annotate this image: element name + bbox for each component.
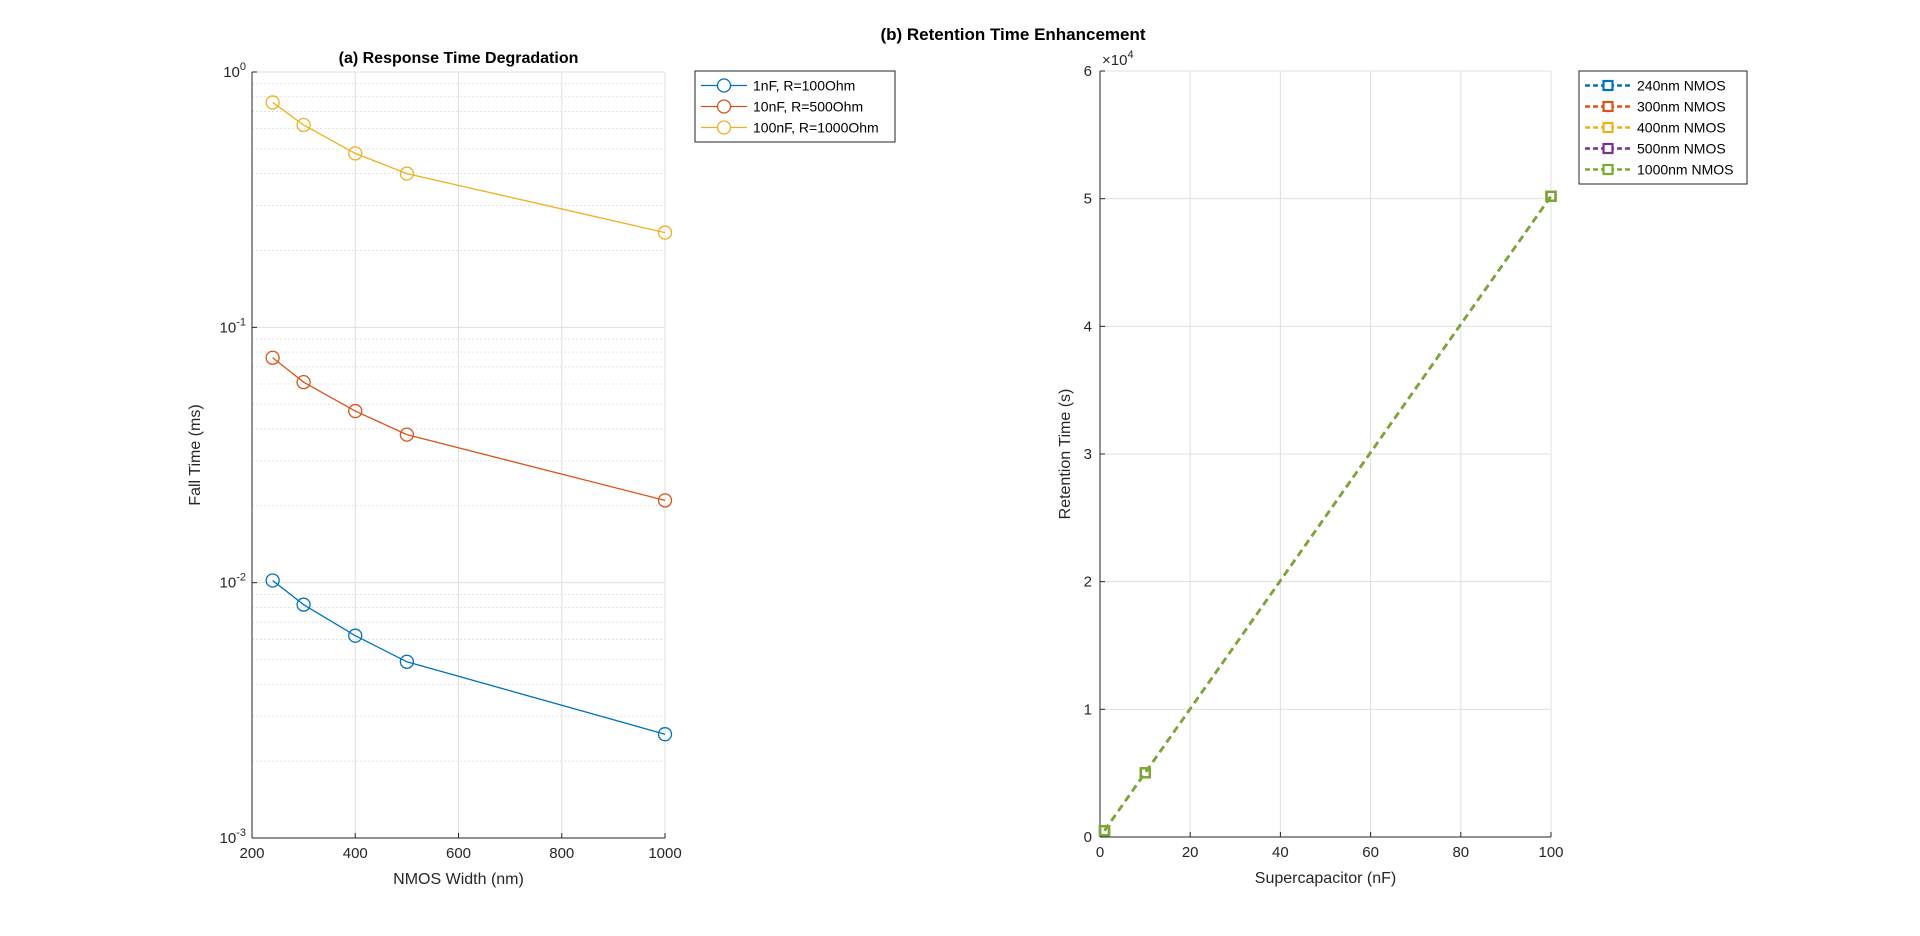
data-point: [399, 427, 415, 442]
data-point: [1139, 767, 1151, 779]
y-axis-label: Fall Time (ms): [187, 404, 204, 505]
series-line: [272, 579, 666, 735]
retention-time-chart: 0 20 40 60 80 100 0 1 2 3 4 5 6 ×104 Supercapacitor (n…: [1057, 49, 1748, 887]
y-tick-label: 100: [223, 61, 246, 81]
y-exponent-label: ×104: [1102, 49, 1134, 69]
x-tick-label: 40: [1272, 844, 1289, 861]
x-axis-label: Supercapacitor (nF): [1255, 870, 1396, 887]
x-tick-label: 400: [343, 845, 368, 862]
data-point: [657, 727, 673, 742]
legend-marker: [1602, 163, 1614, 176]
legend-marker: [1602, 142, 1614, 155]
x-tick-label: 200: [239, 845, 264, 862]
legend-entry-label: 500nm NMOS: [1637, 141, 1726, 157]
data-point: [657, 493, 673, 508]
series-line: [1103, 195, 1553, 832]
legend-marker: [716, 120, 732, 135]
x-tick-label: 600: [446, 845, 471, 862]
x-tick-label: 1000: [648, 845, 681, 862]
legend-marker: [1602, 79, 1614, 92]
y-tick-label: 4: [1084, 318, 1092, 335]
data-point: [399, 166, 415, 181]
x-tick-label: 20: [1182, 844, 1199, 861]
y-tick-label: 5: [1084, 191, 1092, 208]
data-point: [348, 403, 363, 419]
x-axis-label: NMOS Width (nm): [393, 871, 524, 888]
chart-title: (a) Response Time Degradation: [339, 50, 579, 67]
data-point: [265, 350, 280, 365]
x-tick-label: 0: [1096, 844, 1104, 861]
y-axis-label: Retention Time (s): [1057, 389, 1074, 520]
response-time-chart: 200 400 600 800 1000 10-3 10-2 10-1 100 (a) Respo…: [187, 50, 896, 888]
legend-entry-label: 400nm NMOS: [1637, 120, 1726, 136]
y-tick-label: 6: [1084, 63, 1092, 80]
figure-title: (b) Retention Time Enhancement: [880, 25, 1145, 44]
y-tick-label: 3: [1084, 446, 1092, 463]
data-point: [1098, 824, 1111, 837]
legend-entry-label: 100nF, R=1000Ohm: [753, 120, 879, 136]
legend-entry-label: 240nm NMOS: [1637, 78, 1726, 94]
y-tick-label: 1: [1084, 701, 1092, 718]
x-tick-label: 100: [1538, 844, 1563, 861]
x-tick-label: 800: [549, 845, 574, 862]
data-point: [1545, 190, 1557, 202]
data-point: [265, 95, 280, 110]
legend-marker: [716, 99, 732, 114]
legend-entry-label: 1nF, R=100Ohm: [753, 78, 855, 94]
series-line: [272, 101, 666, 234]
legend-marker: [716, 78, 732, 93]
legend-entry-label: 300nm NMOS: [1637, 99, 1726, 115]
data-point: [657, 225, 673, 240]
data-point: [265, 573, 280, 588]
data-point: [348, 628, 363, 643]
legend-entry-label: 1000nm NMOS: [1637, 162, 1733, 178]
y-tick-label: 10-1: [220, 316, 246, 336]
x-tick-label: 60: [1362, 844, 1379, 861]
y-tick-label: 0: [1084, 829, 1092, 846]
legend-marker: [1602, 121, 1614, 134]
data-point: [399, 654, 415, 669]
data-point: [296, 597, 311, 612]
data-point: [296, 374, 311, 390]
y-tick-label: 10-2: [220, 572, 246, 592]
legend-entry-label: 10nF, R=500Ohm: [753, 99, 863, 115]
x-tick-label: 80: [1452, 844, 1469, 861]
data-point: [348, 146, 363, 161]
y-tick-label: 2: [1084, 574, 1092, 591]
legend-marker: [1602, 100, 1614, 113]
data-point: [296, 117, 311, 133]
y-tick-label: 10-3: [220, 827, 246, 847]
series-line: [272, 357, 666, 502]
